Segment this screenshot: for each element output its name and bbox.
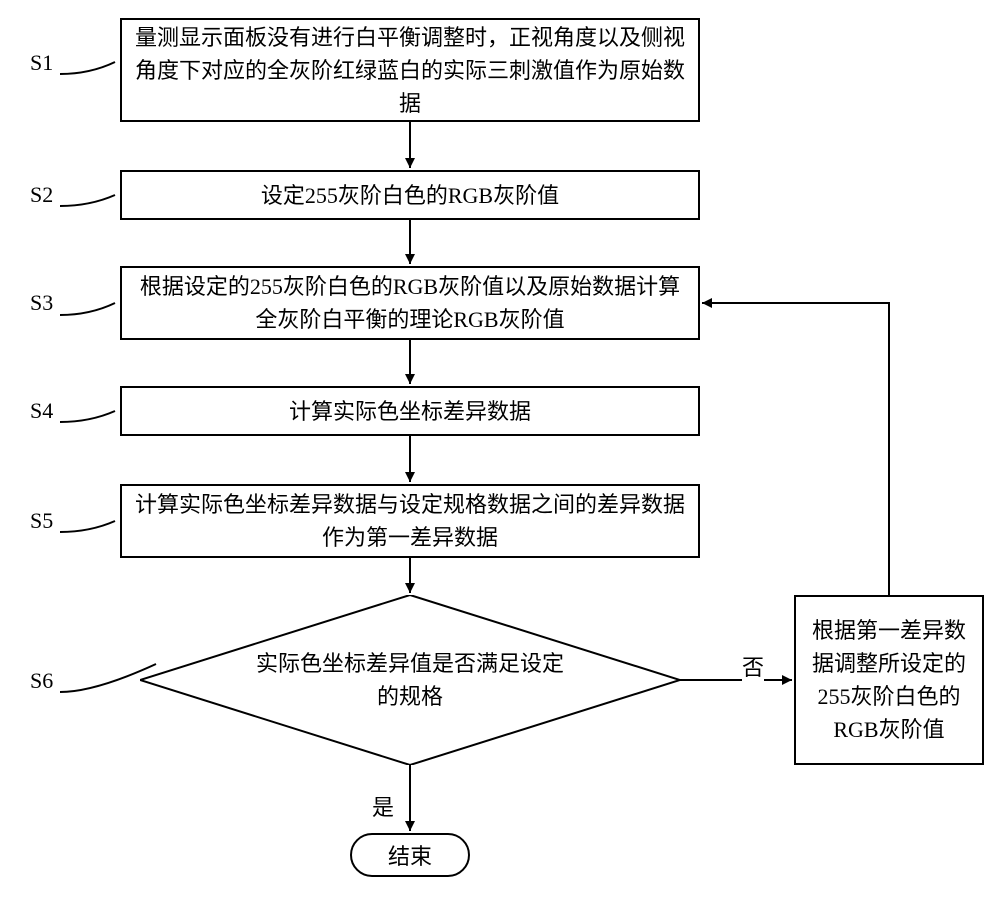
edge-label-yes: 是 <box>372 790 394 822</box>
process-text-s4: 计算实际色坐标差异数据 <box>289 395 531 428</box>
step-label-s4: S4 <box>30 398 53 424</box>
process-box-s5: 计算实际色坐标差异数据与设定规格数据之间的差异数据作为第一差异数据 <box>120 484 700 558</box>
end-text: 结束 <box>388 839 432 871</box>
adjust-text: 根据第一差异数据调整所设定的255灰阶白色的RGB灰阶值 <box>804 614 974 746</box>
edge-label-no: 否 <box>742 650 764 682</box>
process-box-s2: 设定255灰阶白色的RGB灰阶值 <box>120 170 700 220</box>
step-label-s5: S5 <box>30 508 53 534</box>
end-terminal: 结束 <box>350 833 470 877</box>
step-label-s2: S2 <box>30 182 53 208</box>
process-text-s2: 设定255灰阶白色的RGB灰阶值 <box>261 179 559 212</box>
process-box-s3: 根据设定的255灰阶白色的RGB灰阶值以及原始数据计算全灰阶白平衡的理论RGB灰… <box>120 266 700 340</box>
step-label-s1: S1 <box>30 50 53 76</box>
process-text-s3: 根据设定的255灰阶白色的RGB灰阶值以及原始数据计算全灰阶白平衡的理论RGB灰… <box>134 270 686 336</box>
process-text-s1: 量测显示面板没有进行白平衡调整时，正视角度以及侧视角度下对应的全灰阶红绿蓝白的实… <box>134 21 686 120</box>
process-text-s5: 计算实际色坐标差异数据与设定规格数据之间的差异数据作为第一差异数据 <box>134 488 686 554</box>
step-label-s3: S3 <box>30 290 53 316</box>
decision-text: 实际色坐标差异值是否满足设定的规格 <box>250 640 570 720</box>
process-box-s1: 量测显示面板没有进行白平衡调整时，正视角度以及侧视角度下对应的全灰阶红绿蓝白的实… <box>120 18 700 122</box>
decision-text-content: 实际色坐标差异值是否满足设定的规格 <box>250 647 570 713</box>
decision-diamond: 实际色坐标差异值是否满足设定的规格 <box>140 595 680 765</box>
step-label-s6: S6 <box>30 668 53 694</box>
process-box-s4: 计算实际色坐标差异数据 <box>120 386 700 436</box>
adjust-box: 根据第一差异数据调整所设定的255灰阶白色的RGB灰阶值 <box>794 595 984 765</box>
